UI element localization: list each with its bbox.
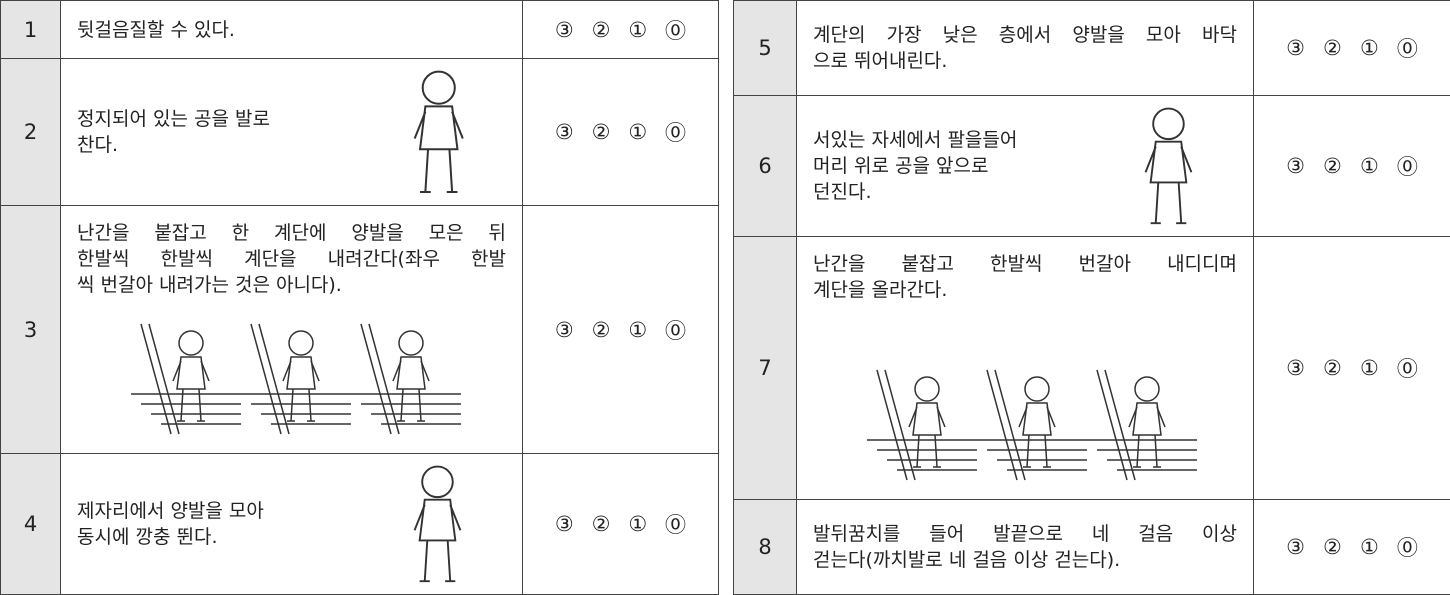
text-line: 찬다.	[77, 134, 118, 156]
score-option: ①	[1359, 356, 1379, 380]
score-option: ②	[591, 317, 611, 342]
score-option: ⓪	[1396, 37, 1418, 61]
text-line: 동시에 깡충 뛴다.	[77, 526, 218, 548]
table: 5 계단의 가장 낮은 층에서 양발을 모아 바닥 으로 뛰어내린다. ③ ② ① ⓪ 6 서있…	[733, 0, 1450, 595]
score-option: ⓪	[665, 318, 687, 343]
text-line: 발뒤꿈치를 들어 발끝으로 네 걸음 이상	[813, 523, 1237, 545]
table: 1 뒷걸음질할 수 있다. ③ ② ① ⓪ 2 정지되어 있는 공을 발로 찬다. ③ ② ① ⓪ 3 난간…	[0, 0, 719, 595]
score-option: ②	[591, 120, 611, 144]
row-number: 8	[734, 500, 797, 594]
score-option: ②	[591, 17, 611, 42]
row-number: 1	[1, 1, 61, 58]
score-option: ③	[1286, 535, 1305, 559]
score-option: ⓪	[665, 513, 687, 537]
text-line: 서있는 자세에서 팔을들어	[813, 129, 1018, 151]
row-number: 5	[734, 1, 797, 95]
score-option: ⓪	[1396, 536, 1418, 560]
score-option: ②	[1323, 36, 1342, 60]
score-option: ③	[554, 317, 574, 342]
score-option: ③	[1286, 154, 1305, 178]
score-option: ①	[1359, 154, 1379, 178]
row-number: 2	[1, 59, 61, 205]
table-row: 1 뒷걸음질할 수 있다. ③ ② ① ⓪	[1, 1, 719, 59]
illustration	[1144, 107, 1193, 225]
score-option: ②	[1323, 535, 1342, 559]
text-line: 머리 위로 공을 앞으로	[813, 155, 989, 177]
table-row: 4 제자리에서 양발을 모아 동시에 깡충 뛴다. ③ ② ① ⓪	[1, 454, 719, 595]
text-line: 난간을 붙잡고 한발씩 번갈아 내디디며	[813, 253, 1237, 275]
score-option: ⓪	[665, 121, 687, 145]
score-option: ③	[1286, 356, 1305, 380]
table-row: 5 계단의 가장 낮은 층에서 양발을 모아 바닥 으로 뛰어내린다. ③ ② ① ⓪	[734, 1, 1450, 96]
table-row: 7 난간을 붙잡고 한발씩 번갈아 내디디며 계단을 올라간다. ③ ② ① ⓪	[734, 237, 1450, 500]
score-option: ②	[1323, 356, 1342, 380]
text-line: 난간을 붙잡고 한 계단에 양발을 모은 뒤	[77, 222, 506, 244]
text-line: 제자리에서 양발을 모아	[77, 500, 264, 522]
row-number: 3	[1, 206, 61, 453]
score-option: ③	[554, 512, 574, 536]
item-text: 뒷걸음질할 수 있다.	[61, 1, 523, 58]
text-line: 계단을 올라간다.	[813, 279, 948, 301]
score-option: ③	[554, 17, 574, 42]
row-number: 6	[734, 96, 797, 236]
score-option: ①	[628, 17, 648, 42]
score-option: ①	[628, 317, 648, 342]
score-option: ②	[591, 512, 611, 536]
illustration	[131, 323, 461, 435]
score-option: ⓪	[665, 18, 687, 43]
illustration	[867, 369, 1197, 481]
illustration	[413, 465, 462, 583]
score-option: ①	[1359, 535, 1379, 559]
text-line: 걷는다(까치발로 네 걸음 이상 걷는다).	[813, 549, 1121, 571]
text-line: 던진다.	[813, 181, 872, 203]
score-option: ②	[1323, 154, 1342, 178]
table-row: 3 난간을 붙잡고 한 계단에 양발을 모은 뒤 한발씩 한발씩 계단을 내려간다(…	[1, 206, 719, 454]
text-line: 으로 뛰어내린다.	[813, 50, 948, 72]
row-number: 4	[1, 454, 61, 594]
text-line: 뒷걸음질할 수 있다.	[77, 18, 235, 41]
text-line: 씩 번갈아 내려가는 것은 아니다).	[77, 274, 342, 296]
score-option: ③	[1286, 36, 1305, 60]
text-line: 정지되어 있는 공을 발로	[77, 108, 270, 130]
score-option: ①	[1359, 36, 1379, 60]
text-line: 계단의 가장 낮은 층에서 양발을 모아 바닥	[813, 24, 1237, 46]
table-row: 6 서있는 자세에서 팔을들어 머리 위로 공을 앞으로 던진다. ③ ② ① ⓪	[734, 96, 1450, 237]
illustration	[413, 70, 464, 193]
score-option: ③	[554, 120, 574, 144]
score-option: ①	[628, 512, 648, 536]
score-option: ①	[628, 120, 648, 144]
table-row: 2 정지되어 있는 공을 발로 찬다. ③ ② ① ⓪	[1, 59, 719, 206]
score-option: ⓪	[1396, 357, 1418, 381]
row-number: 7	[734, 237, 797, 499]
table-row: 8 발뒤꿈치를 들어 발끝으로 네 걸음 이상 걷는다(까치발로 네 걸음 이상 걷…	[734, 500, 1450, 595]
text-line: 한발씩 한발씩 계단을 내려간다(좌우 한발	[77, 248, 506, 270]
score-option: ⓪	[1396, 155, 1418, 179]
